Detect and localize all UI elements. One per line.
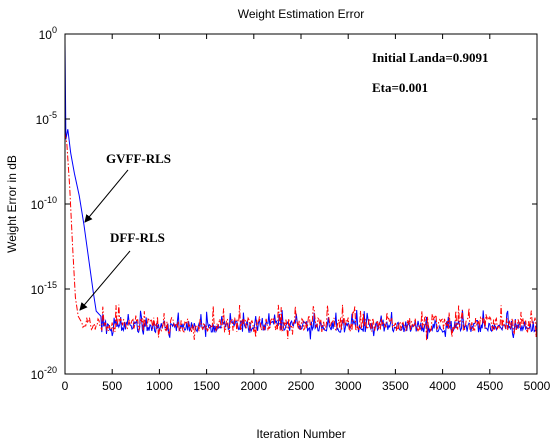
x-tick-label: 500: [102, 379, 122, 393]
x-tick-label: 4000: [429, 379, 456, 393]
y-tick-base: 10: [39, 28, 53, 42]
arrow-gvff-rls: [84, 169, 129, 223]
x-axis-title: Iteration Number: [256, 427, 345, 441]
series-line-dff-rls: [65, 132, 537, 341]
x-tick-label: 1000: [146, 379, 173, 393]
x-tick-label: 5000: [524, 379, 551, 393]
annotation-gvff-rls: GVFF-RLS: [106, 151, 171, 166]
x-tick-label: 2000: [240, 379, 267, 393]
y-axis-title: Weight Error in dB: [5, 155, 19, 253]
y-tick-exponent: -5: [49, 110, 57, 120]
y-tick-exponent: 0: [52, 25, 57, 35]
y-tick-base: 10: [36, 113, 50, 127]
x-tick-label: 3500: [382, 379, 409, 393]
chart-title: Weight Estimation Error: [238, 7, 365, 21]
y-tick-label: 10-5: [36, 110, 57, 127]
arrow-dff-rls: [79, 250, 131, 311]
y-tick-exponent: -15: [44, 280, 57, 290]
y-tick-base: 10: [31, 198, 45, 212]
x-tick-label: 1500: [193, 379, 220, 393]
x-tick-label: 3000: [335, 379, 362, 393]
x-tick-label: 2500: [288, 379, 315, 393]
y-tick-label: 10-15: [31, 280, 57, 297]
annotation-eta: Eta=0.001: [372, 80, 428, 95]
y-tick-exponent: -20: [44, 365, 57, 375]
series-layer: [65, 42, 537, 341]
annotation-initial-landa: Initial Landa=0.9091: [372, 50, 489, 65]
x-tick-label: 4500: [476, 379, 503, 393]
y-tick-label: 10-20: [31, 365, 57, 382]
annotation-dff-rls: DFF-RLS: [110, 230, 165, 245]
x-tick-label: 0: [62, 379, 69, 393]
x-axis-ticks: 0 500 1000 1500 2000 2500 3000 3500 4000 4500 5000: [62, 34, 551, 393]
y-tick-base: 10: [31, 283, 45, 297]
y-tick-exponent: -10: [44, 195, 57, 205]
y-tick-label: 10-10: [31, 195, 57, 212]
y-tick-base: 10: [31, 368, 45, 382]
y-tick-label: 100: [39, 25, 57, 42]
